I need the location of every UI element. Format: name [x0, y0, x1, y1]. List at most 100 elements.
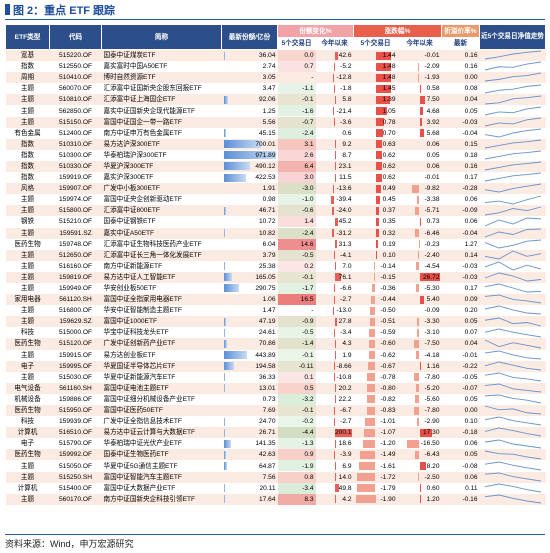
- value-text: -0.36: [380, 285, 396, 293]
- etf-name: 南方中证国新央企科技引领ETF: [101, 493, 222, 505]
- trend-cell: [479, 72, 546, 84]
- sub-header: 5个交易日: [353, 37, 398, 50]
- trend-line: [484, 261, 541, 271]
- value-cell: 7.50: [397, 94, 442, 106]
- value-bar: [413, 406, 420, 415]
- value-cell: 7.69: [221, 405, 278, 417]
- heat-bg: [277, 349, 316, 361]
- value-text: -0.18: [462, 429, 478, 437]
- trend-cell: [479, 316, 546, 328]
- table-row: 主题 512650.OF 汇添富中证长三角一体化发展ETF 3.79 -0.5 -4.1 0…: [5, 249, 546, 261]
- value-cell: 0.16: [441, 160, 480, 173]
- sparkline: [484, 372, 541, 382]
- heat-bg: [277, 460, 316, 472]
- value-text: -1.4: [302, 340, 314, 348]
- trend-cell: [480, 61, 546, 72]
- trend-line: [484, 461, 541, 471]
- etf-code: 515800.OF: [49, 205, 102, 217]
- value-text: -0.50: [380, 307, 396, 315]
- value-text: 1.06: [262, 296, 276, 304]
- value-text: 700.01: [255, 140, 276, 148]
- value-text: -0.03: [462, 273, 478, 281]
- share-bar: [223, 339, 228, 348]
- etf-name: 汇添富中证长三角一体化发展ETF: [101, 249, 222, 261]
- sparkline: [484, 317, 541, 326]
- trend-line: [484, 350, 541, 360]
- value-cell: 2.74: [222, 61, 278, 72]
- sparkline: [484, 161, 541, 171]
- value-cell: 0.06: [441, 471, 480, 483]
- value-text: 0.49: [382, 185, 396, 193]
- value-cell: 23.1: [315, 160, 354, 173]
- value-bar: [334, 473, 336, 482]
- value-bar: [375, 217, 380, 226]
- value-cell: -0.1: [277, 94, 316, 106]
- value-cell: 422.53: [222, 172, 278, 183]
- value-bar: [358, 461, 376, 470]
- value-cell: 3.47: [222, 83, 278, 94]
- etf-code: 159886.OF: [59, 395, 92, 403]
- heat-bg: [277, 360, 316, 372]
- value-cell: -0.60: [353, 338, 398, 350]
- value-cell: -0.11: [277, 360, 316, 372]
- value-cell: 0.17: [442, 283, 480, 294]
- heat-bg: [277, 160, 316, 172]
- heat-bg: [277, 427, 316, 439]
- value-cell: -0.50: [354, 305, 398, 316]
- etf-type: 医药生物: [14, 240, 41, 248]
- value-text: -1.0: [302, 196, 314, 204]
- etf-code: 510810.OF: [49, 94, 102, 106]
- value-cell: -0.82: [354, 394, 398, 405]
- sparkline: [484, 206, 541, 216]
- value-cell: 443.89: [222, 350, 278, 361]
- value-bar: [375, 73, 392, 82]
- value-cell: 9.2: [315, 138, 354, 150]
- value-text: 0.45: [382, 196, 396, 204]
- etf-type: 电气设备: [5, 382, 50, 394]
- value-text: -4.1: [340, 251, 352, 259]
- value-cell: 5.56: [221, 116, 278, 128]
- value-cell: -0.09: [441, 205, 480, 217]
- value-cell: 0.04: [441, 338, 480, 350]
- value-cell: 0.35: [354, 216, 398, 227]
- etf-type: 主题: [20, 85, 35, 93]
- value-text: -2.7: [340, 418, 352, 426]
- value-text: -3.0: [302, 185, 314, 193]
- etf-code: 515210.OF: [59, 218, 92, 226]
- etf-type: 主题: [20, 307, 35, 315]
- table-row: 钢铁 515210.OF 国泰中证钢铁ETF 10.72 1.4 45.2 0.35 0.73…: [6, 216, 546, 228]
- value-text: 1.05: [382, 107, 396, 115]
- heat-bg: [277, 438, 316, 450]
- value-cell: -0.16: [441, 493, 480, 505]
- value-cell: 194.58: [221, 360, 278, 372]
- table-row: 医药生物 515120.OF 广发中证创新药产业ETF 70.86 -1.4 4.3 -0.…: [5, 338, 546, 350]
- trend-line: [484, 61, 541, 71]
- value-cell: -6.6: [316, 283, 354, 294]
- value-cell: -3.9: [315, 449, 354, 461]
- value-cell: -1.01: [354, 416, 398, 427]
- value-text: -24.0: [336, 207, 352, 215]
- value-cell: -0.7: [277, 116, 316, 128]
- etf-name: 富国中证央企创新驱动ETF: [103, 196, 182, 204]
- value-text: 0.62: [382, 174, 396, 182]
- value-bar: [366, 395, 376, 404]
- table-row: 主题 515250.SH 富国中证智能汽车主题ETF 7.56 0.8 14.0 -1.72…: [5, 471, 546, 483]
- trend-line: [484, 472, 541, 482]
- sparkline: [484, 172, 541, 182]
- share-bar: [223, 384, 225, 393]
- value-text: 0.16: [464, 52, 478, 60]
- value-cell: 141.35: [222, 438, 278, 449]
- value-cell: 0.11: [442, 483, 480, 494]
- value-cell: -0.04: [441, 227, 480, 239]
- etf-code: 515030.OF: [59, 373, 92, 381]
- value-cell: -10.8: [316, 372, 354, 383]
- etf-type: 主题: [5, 471, 50, 483]
- etf-code: 159919.OF: [59, 174, 92, 182]
- value-text: -13.0: [336, 307, 352, 315]
- value-text: 0.06: [426, 140, 440, 148]
- trend-line: [484, 239, 541, 249]
- value-cell: 0.0: [277, 49, 316, 62]
- value-text: 0.7: [304, 63, 314, 71]
- sparkline: [484, 95, 541, 105]
- value-cell: -0.08: [442, 460, 480, 471]
